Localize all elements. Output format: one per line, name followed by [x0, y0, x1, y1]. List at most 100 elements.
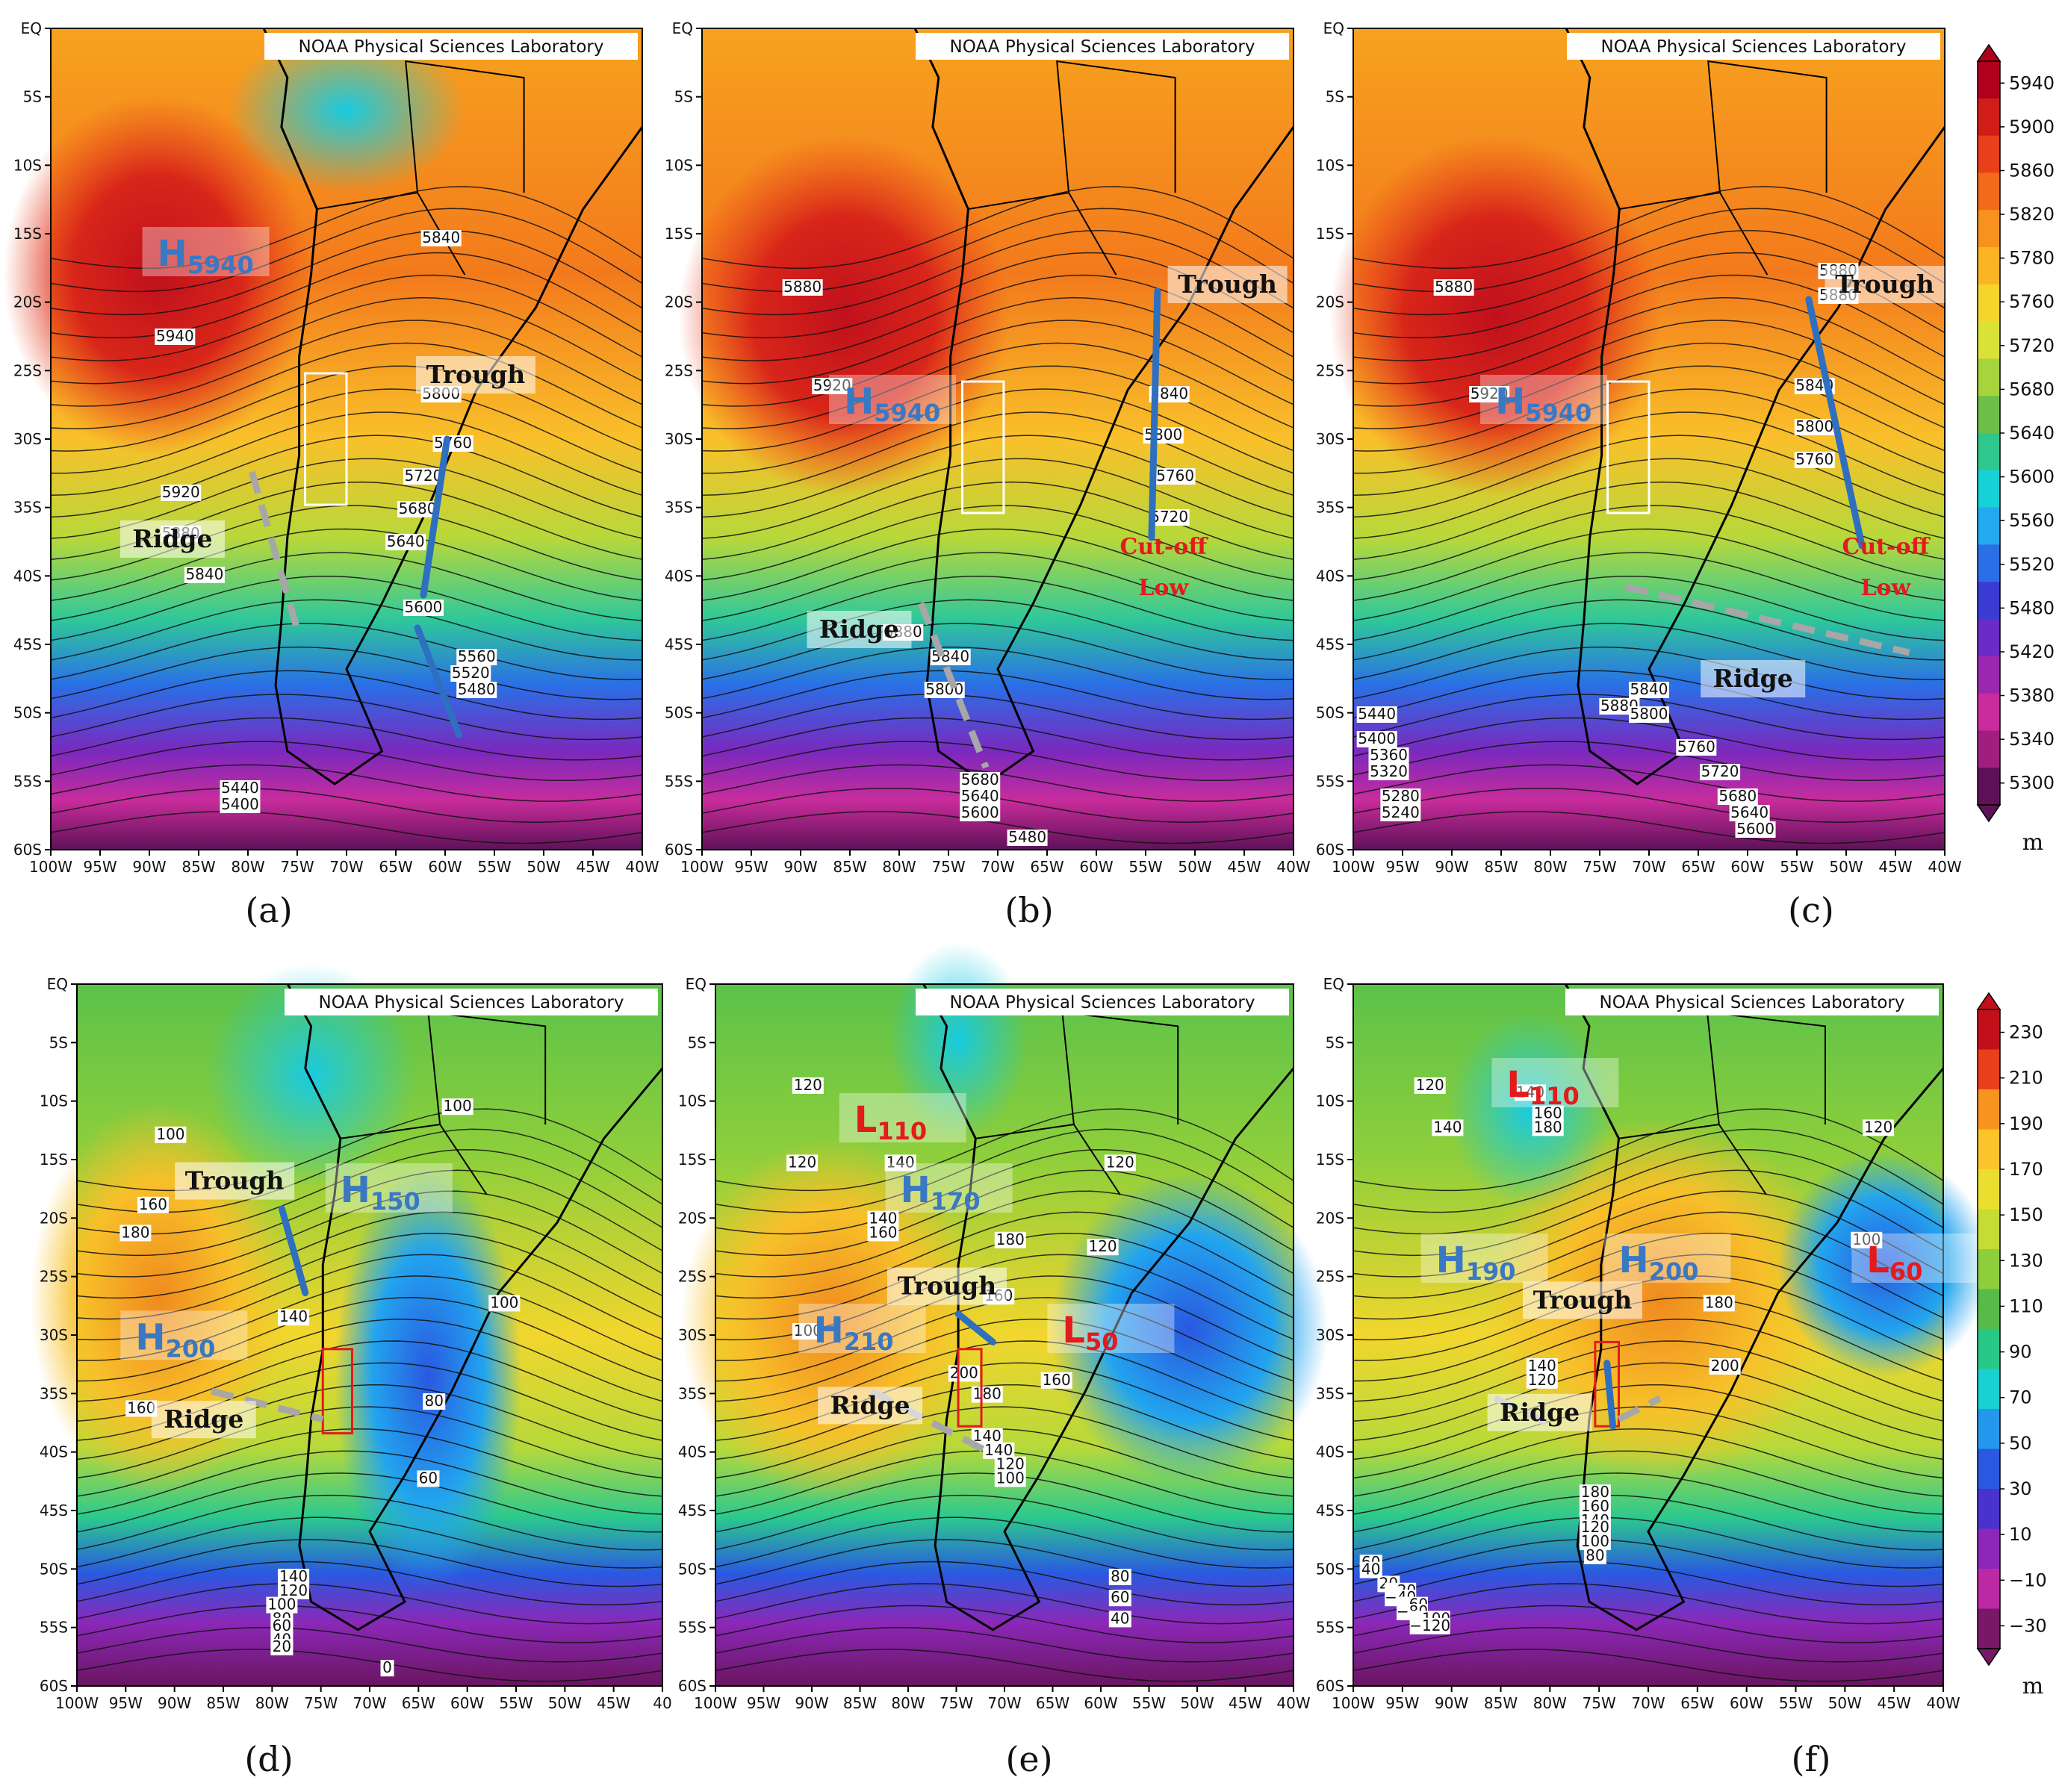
lon-tick-label: 60W: [1084, 1694, 1117, 1712]
lat-tick-label: 55S: [678, 1619, 707, 1637]
lon-tick-label: 90W: [132, 858, 166, 876]
colorbar-swatch: [1978, 433, 2000, 471]
colorbar-swatch: [1978, 656, 2000, 694]
ridge-axis: [1617, 1395, 1662, 1422]
contour-label: 140: [1433, 1118, 1462, 1136]
high-center-label: H200: [1619, 1239, 1699, 1286]
lat-tick-label: 20S: [678, 1209, 707, 1227]
credit-text: NOAA Physical Sciences Laboratory: [299, 37, 604, 57]
lat-tick-label: 10S: [1316, 1092, 1344, 1110]
ridge-axis: [917, 602, 990, 769]
credit-box: [285, 989, 658, 1015]
contour-label: 80: [425, 1392, 444, 1410]
high-pressure-field: [1482, 1117, 1837, 1483]
colorbar-tick-label: 50: [2009, 1433, 2032, 1454]
contour-label: 120: [788, 1153, 816, 1171]
credit-box: [916, 33, 1289, 60]
colorbar-unit: m: [2022, 1673, 2043, 1699]
study-area-box: [1606, 380, 1650, 514]
colorbar-tick-label: 5420: [2009, 641, 2055, 662]
panel-c: NOAA Physical Sciences Laboratory EQ 5S 10S…: [1316, 19, 1962, 876]
lon-tick-label: 100W: [694, 1694, 737, 1712]
lon-tick-label: 70W: [329, 858, 363, 876]
contour-label: 100: [1581, 1532, 1609, 1550]
lon-tick-label: 85W: [1484, 1694, 1518, 1712]
lat-tick-label: EQ: [686, 975, 707, 993]
colorbar-tick-label: 5780: [2009, 248, 2055, 269]
high-center-label: H210: [814, 1310, 894, 1356]
lon-tick-label: 50W: [1829, 858, 1863, 876]
lon-tick-label: 70W: [981, 858, 1014, 876]
colorbar-swatch: [1978, 1049, 2000, 1090]
contour-label: 5480: [1008, 828, 1046, 846]
trough-axis: [1603, 1360, 1617, 1430]
contour-label: 120: [1864, 1118, 1892, 1136]
contour-label: 140: [279, 1307, 308, 1325]
lat-tick-label: 45S: [1316, 1502, 1344, 1519]
contour-label: 5640: [1730, 803, 1768, 821]
colorbar-tick-label: 5480: [2009, 597, 2055, 618]
lat-tick-label: 25S: [678, 1268, 707, 1286]
high-center-label: H5940: [158, 233, 254, 279]
contour-label: 5400: [221, 795, 259, 813]
colorbar-swatch: [1978, 544, 2000, 582]
contour-label: 5920: [813, 376, 851, 394]
lat-tick-label: 25S: [665, 361, 693, 379]
lat-tick-label: 5S: [1326, 88, 1344, 106]
lat-tick-label: 15S: [40, 1151, 68, 1169]
lon-tick-label: 50W: [1178, 858, 1211, 876]
lat-tick-label: 40S: [40, 1443, 68, 1461]
lon-tick-label: 65W: [1680, 1694, 1714, 1712]
colorbar-swatch: [1978, 358, 2000, 396]
lon-tick-label: 50W: [1828, 1694, 1862, 1712]
ridge-label: Ridge: [1500, 1398, 1580, 1427]
lat-tick-label: 5S: [23, 88, 42, 106]
contour-label: 100: [996, 1469, 1025, 1487]
lon-tick-label: 55W: [1128, 858, 1162, 876]
lat-tick-label: 30S: [678, 1326, 707, 1344]
colorbar-swatch: [1978, 247, 2000, 285]
contour-label: 5940: [156, 327, 194, 345]
contour-label: 140: [973, 1427, 1002, 1445]
lat-tick-label: 15S: [1316, 225, 1344, 243]
lon-tick-label: 100W: [680, 858, 724, 876]
contour-label: 120: [279, 1581, 308, 1599]
contour-label: 200: [1711, 1357, 1739, 1375]
contour-label: 5600: [961, 803, 999, 821]
contour-label: 5640: [387, 532, 425, 550]
panel-d: NOAA Physical Sciences Laboratory EQ 5S 10S…: [30, 962, 672, 1712]
lat-tick-label: 40S: [665, 567, 693, 585]
colorbar-swatch: [1978, 1089, 2000, 1130]
contour-label: 140: [886, 1153, 915, 1171]
contour-label: 100: [267, 1596, 296, 1614]
ridge-label: Ridge: [1713, 664, 1793, 693]
lat-tick-label: 45S: [678, 1502, 707, 1519]
lon-tick-label: 65W: [402, 1694, 435, 1712]
contour-label: 5720: [1150, 508, 1188, 526]
trough-label: Trough: [426, 360, 526, 389]
colorbar-swatch: [1978, 693, 2000, 731]
colorbar-swatch: [1978, 1608, 2000, 1649]
contour-label: 120: [1528, 1371, 1556, 1389]
lon-tick-label: 85W: [1484, 858, 1518, 876]
credit-box: [264, 33, 638, 60]
cutoff-low-label: Cut-off: [1842, 534, 1931, 560]
lat-tick-label: 15S: [678, 1151, 707, 1169]
study-area-box: [960, 380, 1005, 514]
lon-tick-label: 80W: [882, 858, 916, 876]
lon-tick-label: 40: [653, 1694, 671, 1712]
lon-tick-label: 100W: [1332, 1694, 1375, 1712]
lat-tick-label: 30S: [665, 430, 693, 448]
trough-axis: [1805, 296, 1866, 550]
contour-label: 140: [984, 1441, 1013, 1459]
lon-tick-label: 95W: [1385, 858, 1419, 876]
lon-tick-label: 55W: [477, 858, 511, 876]
colorbar-swatch: [1978, 1009, 2000, 1050]
contour-label: 140: [869, 1210, 897, 1228]
lon-tick-label: 50W: [548, 1694, 582, 1712]
cutoff-low-label: Cut-off: [1119, 534, 1208, 560]
contour-label: 160: [139, 1195, 167, 1213]
colorbar-swatch: [1978, 284, 2000, 323]
lon-tick-label: 80W: [255, 1694, 289, 1712]
lat-tick-label: 5S: [688, 1033, 707, 1051]
